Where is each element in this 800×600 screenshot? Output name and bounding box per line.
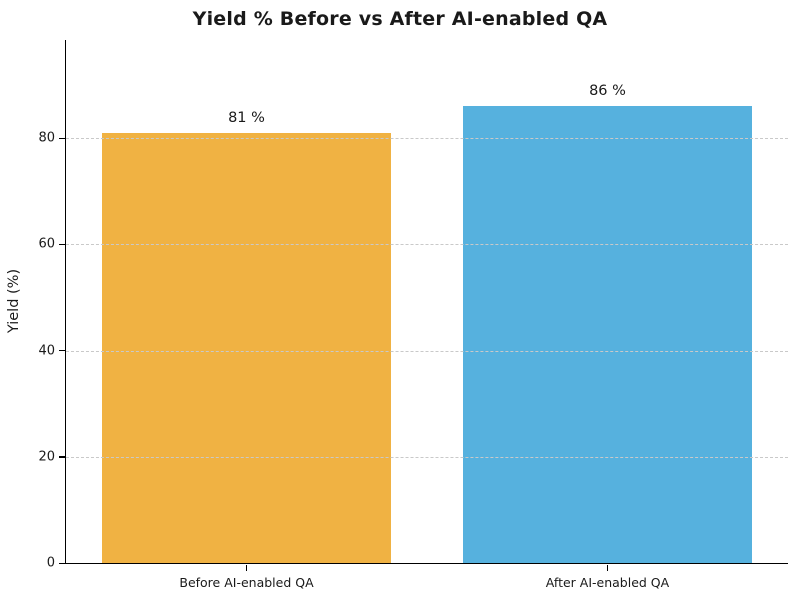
ytick-mark-40 bbox=[59, 350, 65, 352]
ytick-label-80: 80 bbox=[38, 130, 55, 146]
gridline-y-60 bbox=[66, 244, 788, 246]
plot-area: 81 % 86 % 0 20 40 60 80 Before AI-enabled QA A… bbox=[38, 40, 788, 590]
gridline-y-80 bbox=[66, 138, 788, 140]
x-axis-spine bbox=[65, 562, 788, 564]
ytick-mark-80 bbox=[59, 137, 65, 140]
ytick-label-0: 0 bbox=[46, 555, 55, 571]
ytick-label-20: 20 bbox=[38, 449, 55, 465]
ytick-mark-0 bbox=[59, 562, 65, 564]
xtick-mark-0 bbox=[246, 565, 248, 571]
chart-title: Yield % Before vs After AI-enabled QA bbox=[192, 8, 608, 30]
y-axis-spine bbox=[65, 40, 67, 563]
ytick-mark-20 bbox=[59, 456, 65, 458]
ytick-mark-60 bbox=[59, 243, 65, 246]
bar-value-label-0: 81 % bbox=[228, 109, 265, 126]
xtick-label-0: Before AI-enabled QA bbox=[179, 575, 314, 590]
bar-1 bbox=[463, 106, 752, 563]
gridline-y-20 bbox=[66, 456, 788, 458]
bar-0 bbox=[102, 132, 391, 563]
xtick-label-1: After AI-enabled QA bbox=[545, 575, 670, 590]
bar-value-label-1: 86 % bbox=[589, 83, 626, 100]
ytick-label-40: 40 bbox=[38, 343, 55, 359]
y-axis-title: Yield (%) bbox=[6, 268, 22, 334]
gridline-y-40 bbox=[66, 350, 788, 352]
ytick-label-60: 60 bbox=[38, 236, 55, 252]
xtick-mark-1 bbox=[607, 565, 609, 571]
